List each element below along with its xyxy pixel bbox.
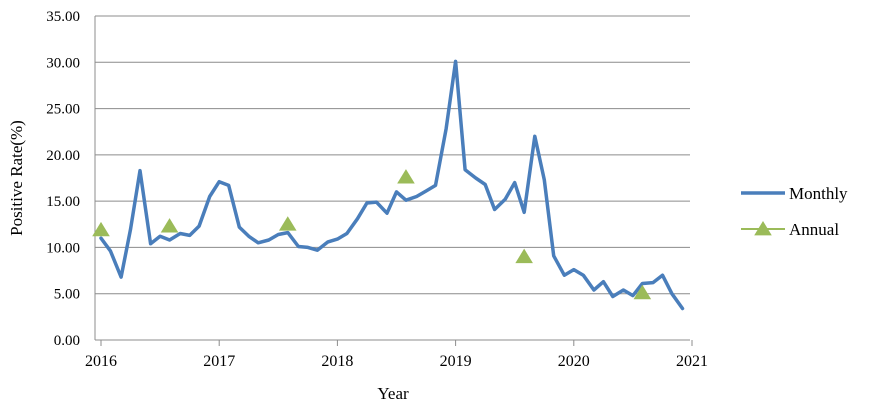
x-tick-label: 2019 [440,353,472,370]
y-tick-label: 10.00 [46,240,80,256]
legend-marker [754,221,772,236]
data-point-annual [278,216,297,231]
x-tick-label: 2018 [321,353,353,370]
series-line-monthly [99,59,685,311]
data-point-annual [160,218,179,233]
x-tick-label: 2021 [676,353,708,370]
y-tick-label: 0.00 [54,333,80,349]
x-tick-label: 2016 [85,353,117,370]
x-tick-labels: 2016 2017 2018 2019 2020 2021 [85,353,708,370]
y-tick-label: 30.00 [46,55,80,71]
y-tick-labels: 0.00 5.00 10.00 15.00 20.00 25.00 30.00 35.00 [46,9,80,349]
gridlines [95,15,690,295]
legend: Monthly Annual [741,184,848,239]
legend-label: Monthly [789,184,848,203]
y-tick-label: 35.00 [46,9,80,25]
y-tick-label: 25.00 [46,102,80,118]
y-tick-label: 20.00 [46,148,80,164]
y-axis-label: Positive Rate(%) [7,120,26,236]
x-tick-label: 2020 [558,353,590,370]
x-axis-label: Year [377,384,409,403]
y-tick-label: 5.00 [54,287,80,303]
series-group [92,59,685,311]
x-tick-label: 2017 [203,353,235,370]
axes [94,16,693,346]
y-tick-label: 15.00 [46,194,80,210]
legend-label: Annual [789,220,839,239]
data-point-annual [397,169,415,184]
data-point-annual [633,284,652,300]
data-point-annual [515,248,533,264]
data-point-annual [92,221,110,237]
